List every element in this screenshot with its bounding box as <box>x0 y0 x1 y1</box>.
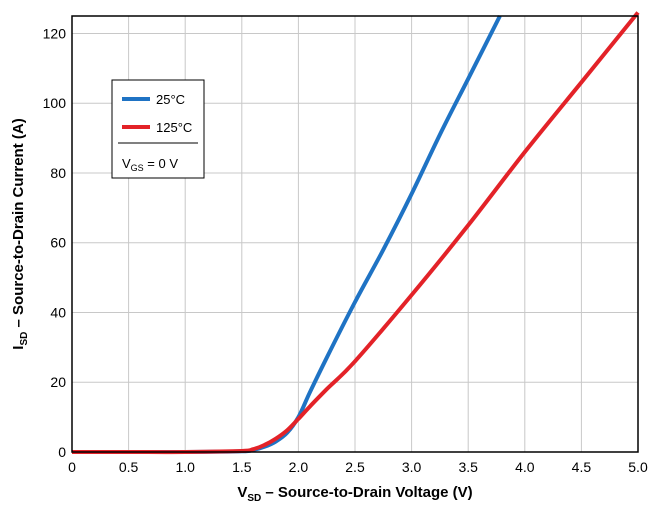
x-tick-label: 0 <box>68 459 76 475</box>
x-tick-label: 1.5 <box>232 459 252 475</box>
x-tick-label: 2.5 <box>345 459 365 475</box>
y-tick-label: 60 <box>50 235 66 251</box>
y-tick-label: 120 <box>43 25 67 41</box>
legend: 25°C 125°C VGS = 0 V <box>111 79 205 179</box>
x-tick-label: 4.0 <box>515 459 535 475</box>
x-tick-label: 4.5 <box>572 459 592 475</box>
x-axis-title: VSD – Source-to-Drain Voltage (V) <box>237 484 472 504</box>
y-tick-label: 80 <box>50 165 66 181</box>
y-tick-label: 0 <box>58 444 66 460</box>
legend-note-sub: GS <box>131 163 144 173</box>
x-tick-label: 5.0 <box>628 459 648 475</box>
y-tick-label: 40 <box>50 304 66 320</box>
y-tick-labels: 0 20 40 60 80 100 120 <box>43 25 67 460</box>
x-axis-title-main: V <box>237 484 247 501</box>
y-axis-title: ISD – Source-to-Drain Current (A) <box>10 118 30 349</box>
legend-note: VGS = 0 V <box>122 156 178 173</box>
y-tick-label: 100 <box>43 95 67 111</box>
plot-frame <box>71 15 639 453</box>
x-axis-title-rest: – Source-to-Drain Voltage (V) <box>261 484 472 501</box>
x-tick-label: 0.5 <box>119 459 139 475</box>
y-tick-label: 20 <box>50 374 66 390</box>
x-tick-label: 1.0 <box>175 459 195 475</box>
x-tick-label: 3.0 <box>402 459 422 475</box>
legend-label-125c: 125°C <box>156 120 192 135</box>
y-axis-title-main: I <box>10 346 27 350</box>
legend-note-rest: = 0 V <box>144 156 179 171</box>
y-axis-title-sub: SD <box>19 332 30 346</box>
y-axis-title-rest: – Source-to-Drain Current (A) <box>10 118 27 331</box>
legend-label-25c: 25°C <box>156 92 185 107</box>
legend-note-main: V <box>122 156 131 171</box>
x-tick-label: 3.5 <box>458 459 478 475</box>
series-line-125c <box>72 11 640 455</box>
x-axis-title-sub: SD <box>247 493 261 504</box>
x-tick-labels: 0 0.5 1.0 1.5 2.0 2.5 3.0 3.5 4.0 4.5 5.0 <box>68 459 648 475</box>
x-tick-label: 2.0 <box>289 459 309 475</box>
